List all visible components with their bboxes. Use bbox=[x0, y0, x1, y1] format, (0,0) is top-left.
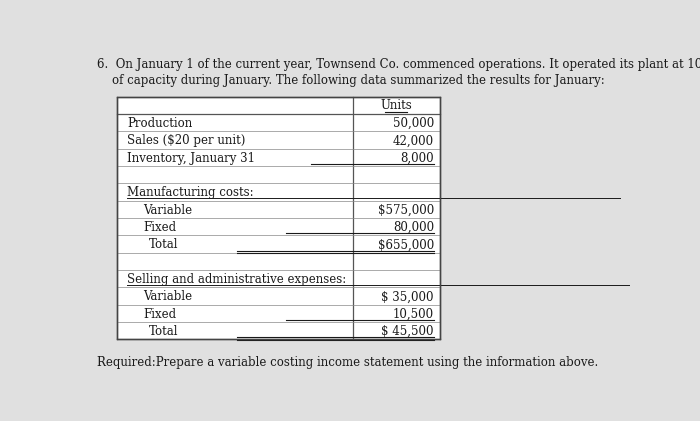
Text: $655,000: $655,000 bbox=[378, 238, 434, 251]
Text: Required:Prepare a variable costing income statement using the information above: Required:Prepare a variable costing inco… bbox=[97, 356, 598, 369]
Text: $ 45,500: $ 45,500 bbox=[382, 325, 434, 338]
Text: $ 35,000: $ 35,000 bbox=[382, 290, 434, 304]
Text: 50,000: 50,000 bbox=[393, 117, 434, 130]
Text: Manufacturing costs:: Manufacturing costs: bbox=[127, 187, 253, 200]
Text: 42,000: 42,000 bbox=[393, 134, 434, 147]
Text: Units: Units bbox=[381, 99, 412, 112]
Text: $575,000: $575,000 bbox=[378, 204, 434, 217]
Bar bbox=[117, 97, 440, 339]
Text: Sales ($20 per unit): Sales ($20 per unit) bbox=[127, 134, 246, 147]
Text: Variable: Variable bbox=[144, 204, 193, 217]
Text: 10,500: 10,500 bbox=[393, 308, 434, 321]
Text: Total: Total bbox=[148, 325, 178, 338]
Text: Total: Total bbox=[148, 238, 178, 251]
Text: of capacity during January. The following data summarized the results for Januar: of capacity during January. The followin… bbox=[97, 74, 605, 87]
Text: Fixed: Fixed bbox=[144, 308, 176, 321]
Text: 8,000: 8,000 bbox=[400, 152, 434, 165]
Text: Selling and administrative expenses:: Selling and administrative expenses: bbox=[127, 273, 346, 286]
Text: Production: Production bbox=[127, 117, 193, 130]
Text: 6.  On January 1 of the current year, Townsend Co. commenced operations. It oper: 6. On January 1 of the current year, Tow… bbox=[97, 58, 700, 71]
Text: 80,000: 80,000 bbox=[393, 221, 434, 234]
Text: Variable: Variable bbox=[144, 290, 193, 304]
Text: Fixed: Fixed bbox=[144, 221, 176, 234]
Text: Inventory, January 31: Inventory, January 31 bbox=[127, 152, 255, 165]
